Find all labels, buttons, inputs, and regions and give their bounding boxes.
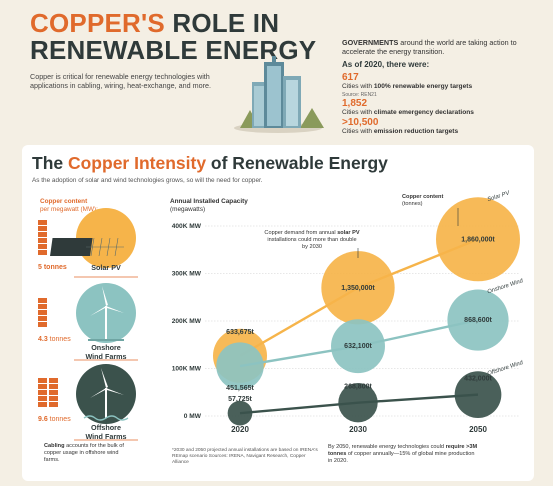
governments-body: around the world are taking action to ac… [342, 38, 517, 56]
title-accent: COPPER'S [30, 8, 165, 38]
footnote: *2030 and 2050 projected annual installa… [172, 448, 318, 466]
stat-pre: Cities with [342, 109, 374, 116]
stat-renewable: 617 Cities with 100% renewable energy ta… [342, 72, 472, 99]
offshore-label: Offshore Wind Farms [76, 423, 136, 441]
data-bubble [331, 319, 385, 374]
cc-unit: (tonnes) [402, 200, 423, 207]
note-2050: By 2050, renewable energy technologies c… [328, 444, 478, 465]
data-label: 633,675t [226, 329, 254, 336]
section-subtitle: As the adoption of solar and wind techno… [32, 177, 263, 184]
data-label: 268,800t [344, 384, 372, 391]
onshore-label-1: Onshore [91, 343, 121, 352]
note-2050-post: of copper annually—15% of global mine pr… [328, 451, 475, 464]
series-name-label: Solar PV [487, 190, 512, 203]
copper-content-bold: Copper content [40, 198, 88, 205]
y-tick-label: 0 MW [184, 413, 202, 420]
onshore-label: Onshore Wind Farms [76, 343, 136, 361]
copper-content-heading: Copper content per megawatt (MW): [40, 198, 98, 214]
solar-note-bold: solar PV [337, 230, 360, 236]
stat-bold: emission reduction targets [373, 128, 459, 135]
data-bubble [447, 289, 509, 351]
onshore-tonnes-value: 4.3 [38, 336, 48, 343]
offshore-label-2: Wind Farms [85, 431, 127, 441]
x-tick-label: 2020 [231, 425, 249, 434]
stat-number: 617 [342, 72, 359, 83]
cabling-bold: Cabling [44, 443, 65, 449]
section-title: The Copper Intensity of Renewable Energy [32, 153, 388, 174]
copper-content-unit: per megawatt (MW): [40, 206, 98, 213]
stat-bold: 100% renewable energy targets [373, 83, 473, 90]
data-label: 451,565t [226, 385, 254, 392]
data-bubble [454, 371, 502, 418]
x-tick-label: 2050 [469, 425, 487, 434]
section-title-pre: The [32, 153, 68, 173]
data-bubble [227, 400, 253, 426]
cabling-text: accounts for the bulk of copper usage in… [44, 443, 124, 463]
title-rest: ROLE IN [164, 8, 280, 38]
onshore-label-2: Wind Farms [85, 351, 127, 361]
solar-note-post: installations could more than double by … [267, 236, 357, 250]
stat-pre: Cities with [342, 83, 374, 90]
cc-title: Copper content [402, 194, 444, 200]
chart-heading: Annual Installed Capacity (megawatts) [170, 198, 248, 214]
offshore-label-1: Offshore [91, 423, 121, 432]
governments-text: GOVERNMENTS around the world are taking … [342, 38, 532, 56]
y-tick-label: 300K MW [172, 271, 202, 278]
copper-content-legend: Copper content (tonnes) [402, 194, 443, 208]
stat-pre: Cities with [342, 128, 374, 135]
as-of-heading: As of 2020, there were: [342, 60, 430, 69]
stat-number: >10,500 [342, 117, 379, 128]
y-tick-label: 100K MW [172, 366, 202, 373]
data-bubble [216, 342, 264, 390]
governments-lead: GOVERNMENTS [342, 38, 399, 47]
main-title: COPPER'S ROLE IN RENEWABLE ENERGY [30, 10, 316, 64]
title-line2: RENEWABLE ENERGY [30, 35, 317, 65]
y-tick-label: 200K MW [172, 318, 202, 325]
solar-demand-note: Copper demand from annual solar PV insta… [264, 230, 360, 250]
data-label: 432,000t [464, 376, 492, 383]
chart-unit: (megawatts) [170, 206, 206, 213]
data-bubble [321, 251, 395, 325]
data-label: 868,600t [464, 317, 492, 324]
stat-bold: climate emergency declarations [373, 109, 474, 116]
onshore-tonnes-unit: tonnes [47, 336, 71, 343]
section-title-post: of Renewable Energy [206, 153, 388, 173]
data-label: 1,860,000t [461, 236, 495, 243]
data-bubble [436, 197, 520, 282]
solar-note-pre: Copper demand from annual [264, 230, 338, 236]
solar-pv-label: Solar PV [91, 263, 121, 272]
solar-tonnes: 5 tonnes [38, 264, 67, 271]
note-2050-bold: require >3M tonnes [328, 444, 478, 457]
cabling-note: Cabling accounts for the bulk of copper … [44, 443, 132, 464]
note-2050-pre: By 2050, renewable energy technologies c… [328, 444, 446, 450]
series-name-label: Onshore Wind [487, 278, 525, 295]
x-tick-label: 2030 [349, 425, 367, 434]
stat-emission: >10,500 Cities with emission reduction t… [342, 117, 458, 136]
offshore-tonnes-unit: tonnes [47, 416, 71, 423]
series-name-label: Offshore Wind [487, 360, 525, 377]
data-label: 632,100t [344, 343, 372, 350]
stat-source: Source: REN21 [342, 92, 377, 98]
chart-title: Annual Installed Capacity [170, 198, 248, 205]
data-label: 57,725t [228, 396, 252, 403]
stat-number: 1,852 [342, 98, 368, 109]
onshore-tonnes: 4.3 tonnes [38, 336, 71, 343]
offshore-tonnes-value: 9.6 [38, 416, 48, 423]
intro-text: Copper is critical for renewable energy … [30, 72, 211, 90]
data-bubble [338, 383, 378, 423]
stat-climate: 1,852 Cities with climate emergency decl… [342, 98, 474, 117]
section-title-accent: Copper Intensity [67, 153, 207, 173]
y-tick-label: 400K MW [172, 223, 202, 230]
data-label: 1,350,000t [341, 285, 375, 292]
offshore-tonnes: 9.6 tonnes [38, 416, 71, 423]
